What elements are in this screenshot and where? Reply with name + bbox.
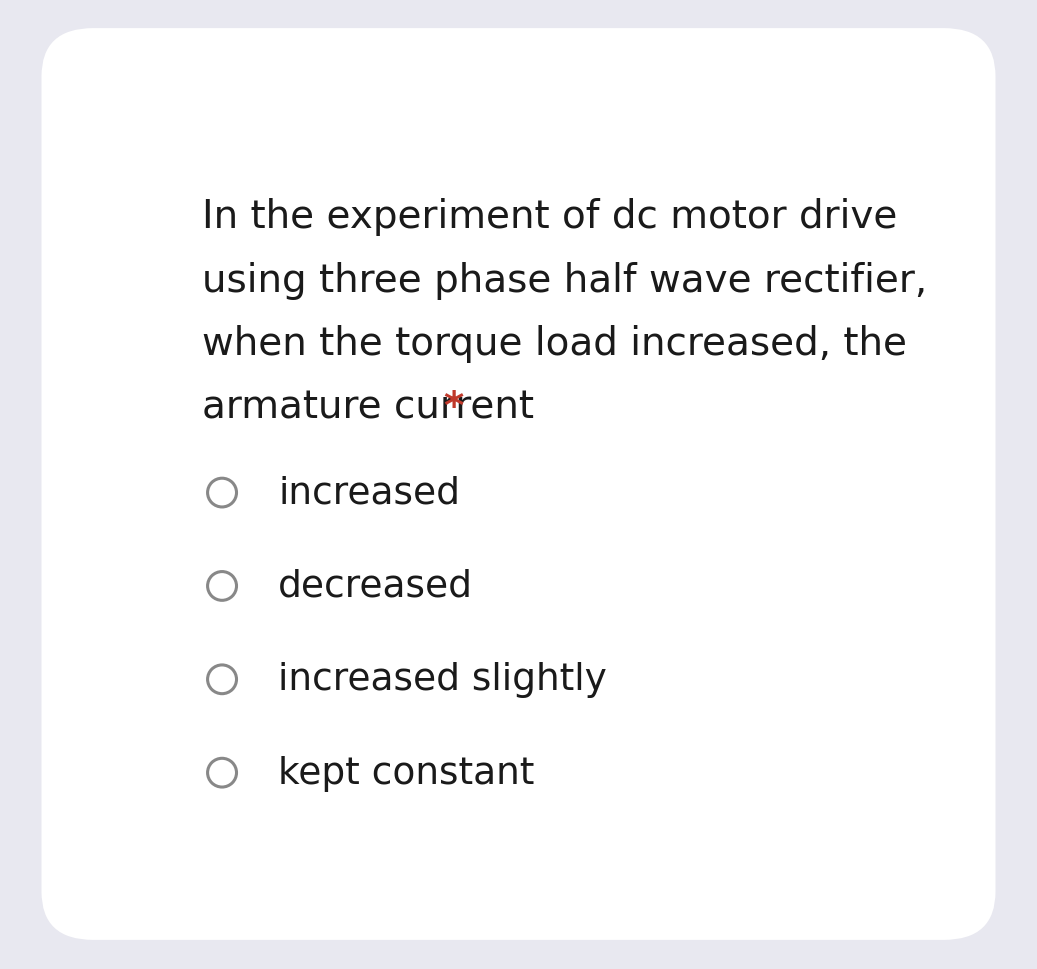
Ellipse shape (207, 759, 236, 787)
Ellipse shape (207, 479, 236, 508)
Text: increased: increased (278, 475, 460, 511)
Text: using three phase half wave rectifier,: using three phase half wave rectifier, (202, 262, 927, 299)
Text: when the torque load increased, the: when the torque load increased, the (202, 325, 907, 362)
Ellipse shape (207, 666, 236, 694)
Text: increased slightly: increased slightly (278, 662, 608, 698)
Text: armature current: armature current (202, 389, 546, 426)
Ellipse shape (207, 572, 236, 601)
Text: kept constant: kept constant (278, 755, 535, 791)
Text: *: * (443, 389, 464, 426)
Text: decreased: decreased (278, 569, 473, 605)
Text: In the experiment of dc motor drive: In the experiment of dc motor drive (202, 198, 897, 236)
